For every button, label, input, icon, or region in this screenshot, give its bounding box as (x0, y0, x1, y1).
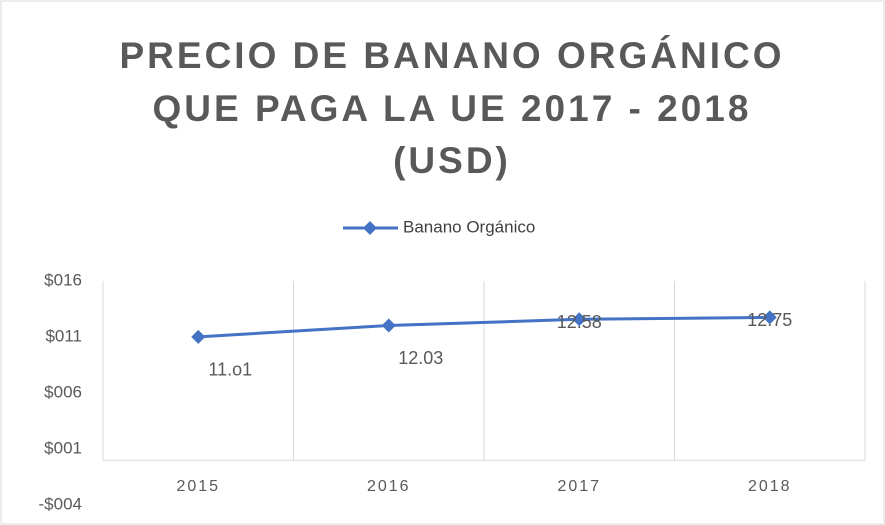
y-tick-label: $011 (45, 326, 82, 345)
y-tick-label: -$004 (39, 494, 82, 513)
y-tick-label: $016 (44, 270, 82, 289)
chart-title: (USD) (393, 140, 511, 181)
chart-title: PRECIO DE BANANO ORGÁNICO (120, 35, 785, 76)
marker (191, 329, 206, 344)
legend-marker (363, 221, 377, 235)
legend-label: Banano Orgánico (403, 217, 535, 236)
chart-title: QUE PAGA LA UE 2017 - 2018 (153, 88, 752, 129)
marker (572, 312, 587, 327)
marker (762, 310, 777, 325)
y-tick-label: $006 (44, 382, 82, 401)
data-label: 12.75 (747, 310, 792, 330)
data-label: 11.o1 (208, 360, 252, 380)
line (198, 315, 770, 339)
marker (381, 318, 396, 333)
y-tick-label: $001 (44, 438, 82, 457)
x-tick-label: 2016 (367, 478, 411, 495)
x-tick-label: 2015 (176, 478, 220, 495)
data-label: 12.03 (398, 348, 443, 368)
data-label: 12.58 (557, 312, 602, 332)
x-tick-label: 2018 (748, 478, 792, 495)
x-tick-label: 2017 (557, 478, 601, 495)
